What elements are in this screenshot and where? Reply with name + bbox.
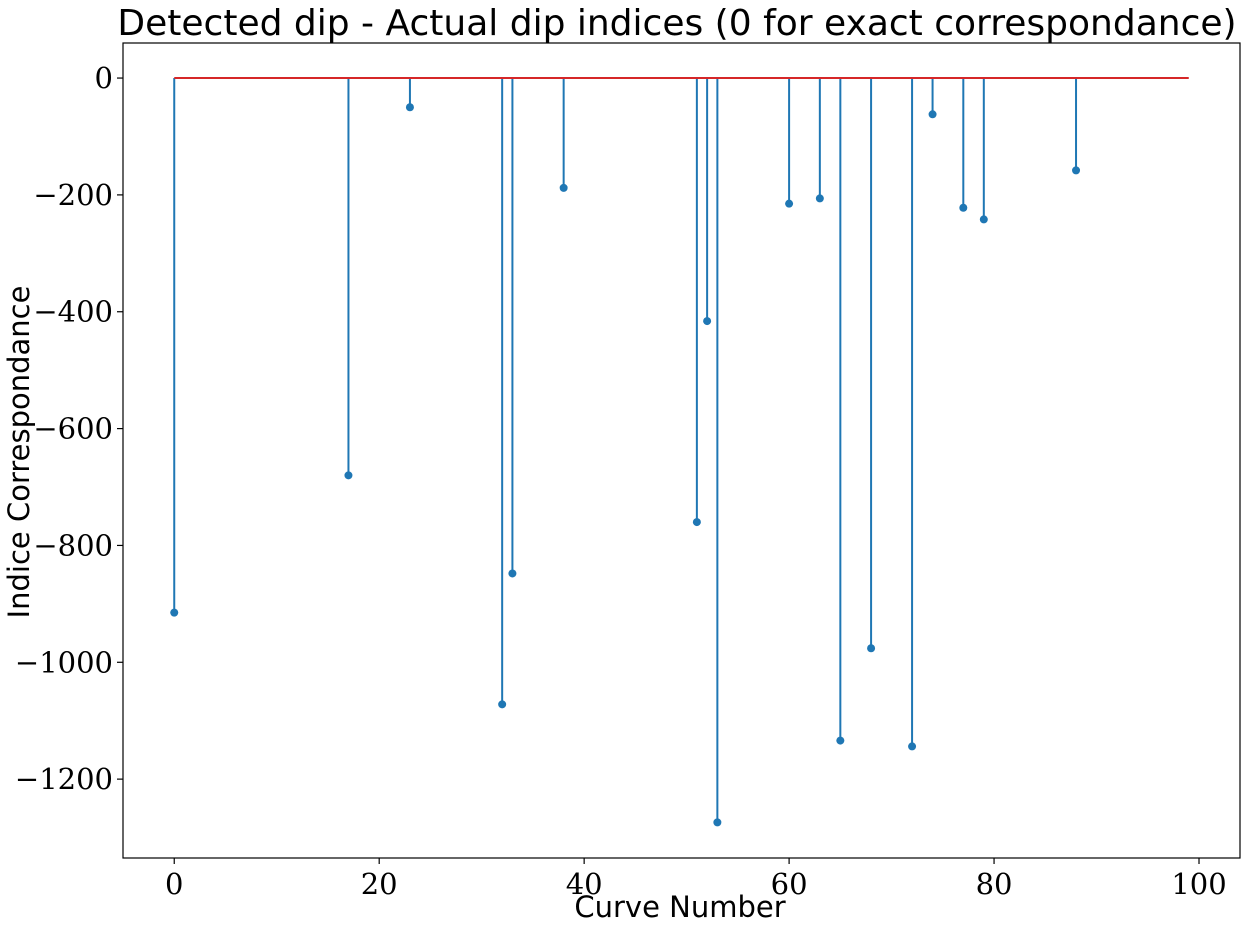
x-tick-label: 100 xyxy=(1171,867,1226,901)
x-tick-label: 60 xyxy=(771,867,808,901)
y-axis-ticks: 0 −200 −400 −600 −800 −1000 −1200 xyxy=(15,61,123,796)
stem-marker-13 xyxy=(908,742,917,751)
stem-marker-8 xyxy=(713,818,722,827)
x-axis-label: Curve Number xyxy=(574,890,785,924)
y-tick-label: −1000 xyxy=(15,645,113,679)
axes-frame xyxy=(122,42,1241,859)
x-tick-label: 80 xyxy=(976,867,1013,901)
chart-title: Detected dip - Actual dip indices (0 for… xyxy=(117,3,1236,44)
y-tick-label: −200 xyxy=(33,178,113,212)
stem-marker-9 xyxy=(785,199,794,208)
stem-marker-15 xyxy=(959,203,968,212)
x-tick-label: 0 xyxy=(165,867,183,901)
stem-marker-17 xyxy=(1072,166,1081,175)
plot-area xyxy=(170,77,1189,827)
y-axis-label: Indice Correspondance xyxy=(2,286,36,619)
stem-marker-11 xyxy=(836,736,845,745)
stem-marker-1 xyxy=(344,471,353,480)
stem-marker-16 xyxy=(979,215,988,224)
y-tick-label: −800 xyxy=(33,528,113,562)
y-tick-label: −1200 xyxy=(15,762,113,796)
stem-marker-7 xyxy=(703,317,712,326)
stem-marker-14 xyxy=(928,110,937,119)
x-tick-label: 40 xyxy=(566,867,603,901)
stem-marker-10 xyxy=(815,194,824,203)
y-tick-label: −400 xyxy=(33,295,113,329)
x-axis-ticks: 0 20 40 60 80 100 xyxy=(165,858,1227,901)
stem-marker-12 xyxy=(867,644,876,653)
stem-marker-6 xyxy=(692,518,701,527)
x-tick-label: 20 xyxy=(361,867,398,901)
stem-marker-0 xyxy=(170,608,179,617)
stem-marker-2 xyxy=(405,103,414,112)
stem-marker-3 xyxy=(498,700,507,709)
y-tick-label: 0 xyxy=(95,61,113,95)
stem-marker-4 xyxy=(508,569,517,578)
stem-marker-5 xyxy=(559,183,568,192)
y-tick-label: −600 xyxy=(33,412,113,446)
